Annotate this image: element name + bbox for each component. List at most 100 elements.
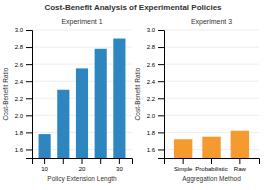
x-tick <box>100 158 101 164</box>
y-tick: 2.6 <box>147 62 164 68</box>
y-tick: 2.4 <box>147 79 164 85</box>
x-axis-title: Policy Extension Length <box>47 175 117 183</box>
x-tick: Simple <box>174 158 193 172</box>
y-tick-label: 2.6 <box>147 62 156 68</box>
grid-line <box>164 47 259 48</box>
y-axis: 1.6 1.8 2.0 2.2 2.4 2.6 2.8 3.0 <box>15 27 33 158</box>
x-tick-label: Probabilistic <box>195 166 227 172</box>
x-tick-label: Raw <box>234 166 247 172</box>
panel: 1.6 1.8 2.0 2.2 2.4 2.6 2.8 3.0 SimpleProbabilis… <box>134 18 260 183</box>
x-tick-mark <box>239 158 240 164</box>
y-tick-label: 2.0 <box>15 113 24 119</box>
y-tick: 1.6 <box>147 147 164 153</box>
bar <box>95 49 107 158</box>
grid-line <box>164 30 259 31</box>
y-tick: 2.6 <box>15 62 32 68</box>
y-tick-mark <box>26 30 32 31</box>
y-tick-label: 3.0 <box>15 27 24 33</box>
y-tick: 3.0 <box>147 27 164 33</box>
y-axis-title: Cost-Benefit Ratio <box>2 67 9 120</box>
bar <box>113 39 125 158</box>
panel-title: Experiment 1 <box>61 18 102 26</box>
y-tick-label: 2.6 <box>15 62 24 68</box>
x-tick: 30 <box>116 158 123 172</box>
y-tick-label: 2.2 <box>147 96 156 102</box>
y-tick: 3.0 <box>15 27 32 33</box>
x-axis-line <box>165 159 260 165</box>
bar <box>57 90 69 158</box>
y-axis-line <box>158 31 165 159</box>
bar <box>76 68 88 158</box>
y-tick-mark <box>158 81 164 82</box>
x-tick: Probabilistic <box>195 158 227 172</box>
y-tick-mark <box>158 30 164 31</box>
x-tick-label: 30 <box>116 166 123 172</box>
chart-container: Cost-Benefit Analysis of Experimental Po… <box>0 0 266 190</box>
y-tick: 2.0 <box>15 113 32 119</box>
x-tick-mark <box>119 158 120 164</box>
grid-line <box>32 30 132 31</box>
panel-title: Experiment 3 <box>191 18 232 26</box>
y-tick-mark <box>26 47 32 48</box>
x-axis: 10 20 30 <box>33 158 133 172</box>
x-axis-title: Aggregation Method <box>182 175 241 183</box>
x-tick <box>63 158 64 164</box>
x-tick-mark <box>44 158 45 164</box>
y-tick-label: 1.6 <box>15 147 24 153</box>
bar <box>231 131 249 158</box>
y-tick-mark <box>158 47 164 48</box>
y-tick-mark <box>26 81 32 82</box>
y-tick-mark <box>158 149 164 150</box>
grid-line <box>164 64 259 65</box>
y-tick-label: 3.0 <box>147 27 156 33</box>
y-tick-mark <box>158 64 164 65</box>
x-tick-mark <box>63 158 64 164</box>
x-tick-label: 20 <box>79 166 86 172</box>
panel: 1.6 1.8 2.0 2.2 2.4 2.6 2.8 3.0 10 20 30 Experiment… <box>2 18 133 183</box>
y-tick-mark <box>26 132 32 133</box>
y-tick-label: 2.2 <box>15 96 24 102</box>
chart-svg: Cost-Benefit Analysis of Experimental Po… <box>0 0 266 190</box>
bar <box>174 139 192 158</box>
grid-line <box>164 81 259 82</box>
y-tick-mark <box>26 98 32 99</box>
x-tick-mark <box>183 158 184 164</box>
y-tick-mark <box>26 149 32 150</box>
bars <box>39 39 126 158</box>
bars <box>174 131 249 158</box>
y-tick-label: 1.8 <box>15 130 24 136</box>
y-tick: 2.0 <box>147 113 164 119</box>
bar <box>39 134 51 158</box>
y-axis-line <box>26 31 33 159</box>
x-axis-line <box>33 159 133 165</box>
x-tick: 10 <box>41 158 48 172</box>
x-tick-mark <box>211 158 212 164</box>
grid-line <box>164 98 259 99</box>
x-tick: Raw <box>234 158 247 172</box>
x-axis: SimpleProbabilistic Raw <box>165 158 260 172</box>
y-tick: 1.8 <box>147 130 164 136</box>
bar <box>202 137 220 158</box>
y-tick-label: 2.8 <box>147 44 156 50</box>
x-tick-mark <box>82 158 83 164</box>
y-tick-label: 1.6 <box>147 147 156 153</box>
x-tick-mark <box>100 158 101 164</box>
y-tick-label: 2.0 <box>147 113 156 119</box>
y-tick: 2.8 <box>147 44 164 50</box>
x-tick: 20 <box>79 158 86 172</box>
figure-title: Cost-Benefit Analysis of Experimental Po… <box>44 3 222 12</box>
y-axis: 1.6 1.8 2.0 2.2 2.4 2.6 2.8 3.0 <box>147 27 165 158</box>
y-axis-title: Cost-Benefit Ratio <box>134 67 141 120</box>
y-tick: 1.6 <box>15 147 32 153</box>
y-tick-label: 2.4 <box>15 79 24 85</box>
grid-line <box>164 115 259 116</box>
y-tick-mark <box>26 64 32 65</box>
y-tick-mark <box>26 115 32 116</box>
y-tick: 1.8 <box>15 130 32 136</box>
y-tick-mark <box>158 132 164 133</box>
y-tick-label: 2.8 <box>15 44 24 50</box>
y-tick: 2.4 <box>15 79 32 85</box>
y-tick: 2.8 <box>15 44 32 50</box>
y-tick-label: 2.4 <box>147 79 156 85</box>
y-tick: 2.2 <box>147 96 164 102</box>
